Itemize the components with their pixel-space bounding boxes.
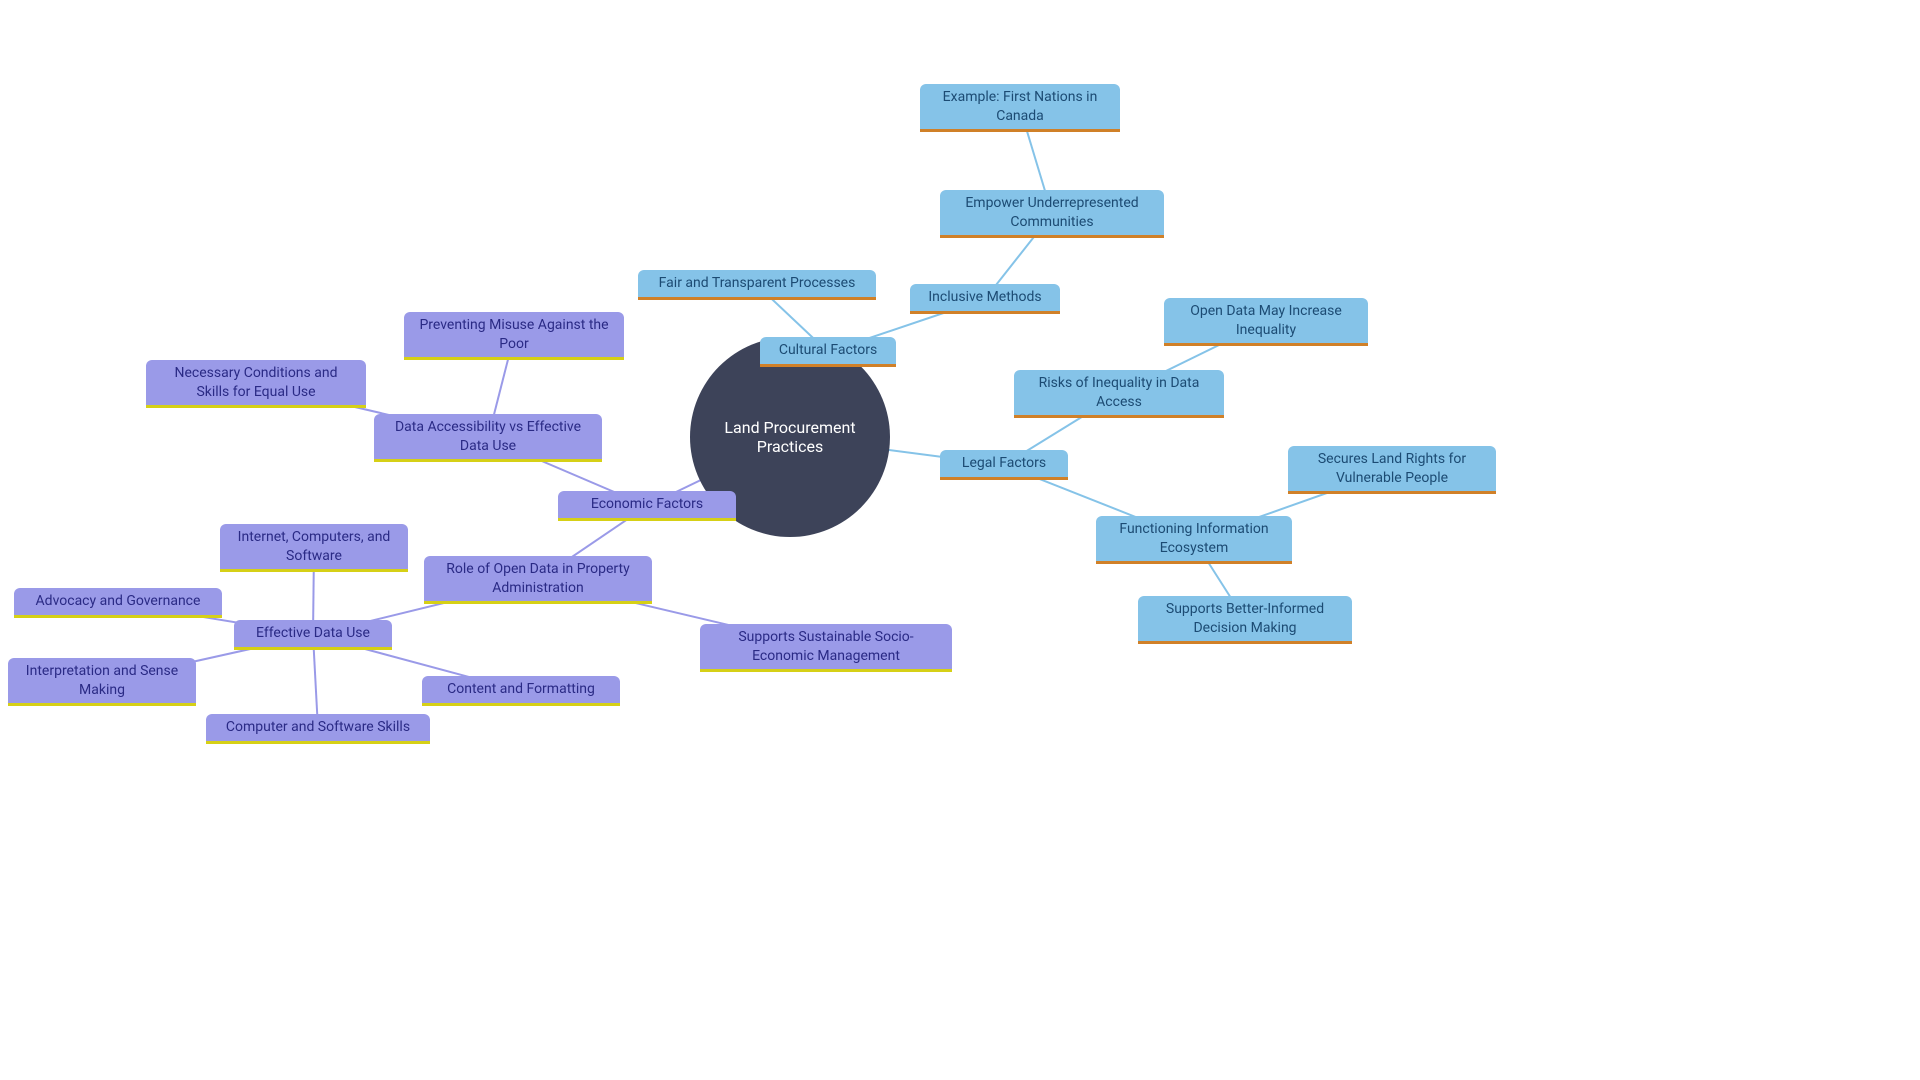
node-empower[interactable]: Empower Underrepresented Communities — [940, 190, 1164, 238]
node-sustain[interactable]: Supports Sustainable Socio-Economic Mana… — [700, 624, 952, 672]
node-secures[interactable]: Secures Land Rights for Vulnerable Peopl… — [1288, 446, 1496, 494]
node-betterdec[interactable]: Supports Better-Informed Decision Making — [1138, 596, 1352, 644]
node-misuse[interactable]: Preventing Misuse Against the Poor — [404, 312, 624, 360]
node-fairtrans[interactable]: Fair and Transparent Processes — [638, 270, 876, 300]
node-condskills[interactable]: Necessary Conditions and Skills for Equa… — [146, 360, 366, 408]
node-legal[interactable]: Legal Factors — [940, 450, 1068, 480]
node-internet[interactable]: Internet, Computers, and Software — [220, 524, 408, 572]
mindmap-canvas: Land Procurement PracticesEconomic Facto… — [0, 0, 1920, 1080]
node-interp[interactable]: Interpretation and Sense Making — [8, 658, 196, 706]
node-contentfmt[interactable]: Content and Formatting — [422, 676, 620, 706]
node-ecosystem[interactable]: Functioning Information Ecosystem — [1096, 516, 1292, 564]
node-cultural[interactable]: Cultural Factors — [760, 337, 896, 367]
node-compskills[interactable]: Computer and Software Skills — [206, 714, 430, 744]
node-risksineq[interactable]: Risks of Inequality in Data Access — [1014, 370, 1224, 418]
node-roleopen[interactable]: Role of Open Data in Property Administra… — [424, 556, 652, 604]
node-econ[interactable]: Economic Factors — [558, 491, 736, 521]
node-effuse[interactable]: Effective Data Use — [234, 620, 392, 650]
node-inclusive[interactable]: Inclusive Methods — [910, 284, 1060, 314]
node-advgov[interactable]: Advocacy and Governance — [14, 588, 222, 618]
node-daccess[interactable]: Data Accessibility vs Effective Data Use — [374, 414, 602, 462]
node-opendataineq[interactable]: Open Data May Increase Inequality — [1164, 298, 1368, 346]
node-firstnations[interactable]: Example: First Nations in Canada — [920, 84, 1120, 132]
